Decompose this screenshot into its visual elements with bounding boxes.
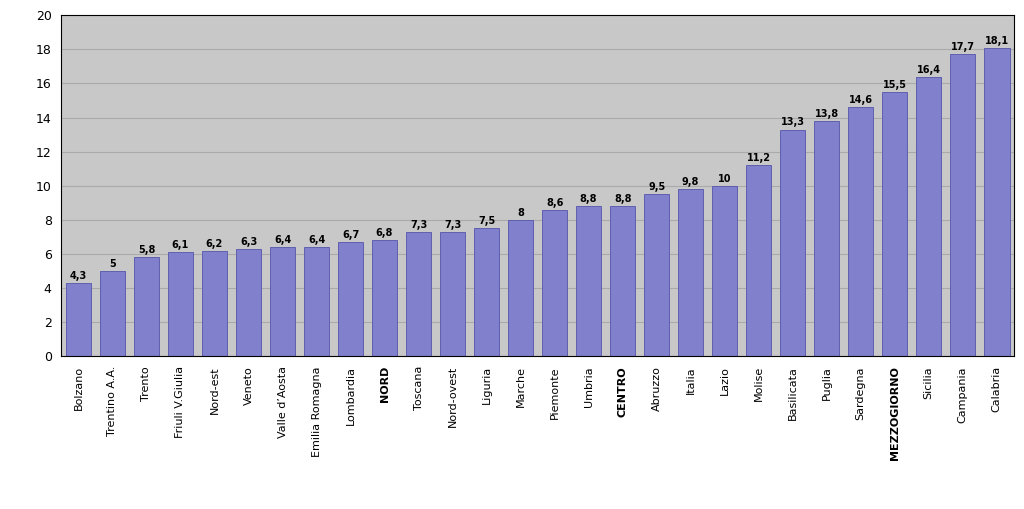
Bar bbox=[269, 247, 295, 356]
Bar bbox=[304, 247, 330, 356]
Bar bbox=[745, 165, 771, 356]
Bar bbox=[338, 242, 364, 356]
Text: 14,6: 14,6 bbox=[849, 95, 872, 105]
Bar bbox=[848, 107, 873, 356]
Bar bbox=[610, 206, 635, 356]
Bar bbox=[99, 271, 125, 356]
Bar bbox=[202, 250, 227, 356]
Bar bbox=[168, 252, 194, 356]
Text: 6,1: 6,1 bbox=[172, 240, 189, 250]
Text: 8,8: 8,8 bbox=[613, 194, 632, 204]
Bar bbox=[882, 92, 907, 356]
Bar bbox=[984, 48, 1010, 356]
Bar bbox=[542, 210, 567, 356]
Text: 18,1: 18,1 bbox=[985, 36, 1009, 46]
Text: 9,5: 9,5 bbox=[648, 182, 666, 192]
Bar bbox=[236, 249, 261, 356]
Bar bbox=[712, 186, 737, 356]
Text: 9,8: 9,8 bbox=[682, 177, 699, 187]
Bar bbox=[780, 129, 806, 356]
Text: 11,2: 11,2 bbox=[746, 153, 771, 163]
Bar bbox=[372, 240, 397, 356]
Bar bbox=[814, 121, 840, 356]
Text: 8,8: 8,8 bbox=[580, 194, 597, 204]
Text: 7,3: 7,3 bbox=[444, 220, 461, 230]
Bar bbox=[474, 229, 500, 356]
Text: 5,8: 5,8 bbox=[138, 245, 156, 256]
Text: 6,3: 6,3 bbox=[240, 237, 257, 247]
Text: 8,6: 8,6 bbox=[546, 197, 563, 208]
Text: 6,7: 6,7 bbox=[342, 230, 359, 240]
Text: 4,3: 4,3 bbox=[70, 271, 87, 281]
Bar bbox=[134, 258, 159, 356]
Text: 6,8: 6,8 bbox=[376, 229, 393, 238]
Text: 6,4: 6,4 bbox=[273, 235, 291, 245]
Bar bbox=[950, 54, 976, 356]
Bar bbox=[406, 232, 431, 356]
Text: 10: 10 bbox=[718, 174, 731, 184]
Bar bbox=[678, 189, 703, 356]
Bar bbox=[66, 283, 91, 356]
Bar bbox=[575, 206, 601, 356]
Text: 6,2: 6,2 bbox=[206, 239, 223, 248]
Text: 7,3: 7,3 bbox=[410, 220, 427, 230]
Text: 6,4: 6,4 bbox=[308, 235, 326, 245]
Text: 17,7: 17,7 bbox=[950, 42, 975, 52]
Bar bbox=[644, 194, 670, 356]
Text: 5: 5 bbox=[110, 259, 116, 269]
Text: 7,5: 7,5 bbox=[478, 216, 496, 227]
Bar bbox=[508, 220, 534, 356]
Text: 16,4: 16,4 bbox=[916, 65, 941, 75]
Text: 8: 8 bbox=[517, 208, 524, 218]
Bar bbox=[440, 232, 465, 356]
Text: 13,8: 13,8 bbox=[815, 109, 839, 119]
Bar bbox=[916, 77, 941, 356]
Text: 15,5: 15,5 bbox=[883, 80, 906, 90]
Text: 13,3: 13,3 bbox=[780, 118, 805, 127]
